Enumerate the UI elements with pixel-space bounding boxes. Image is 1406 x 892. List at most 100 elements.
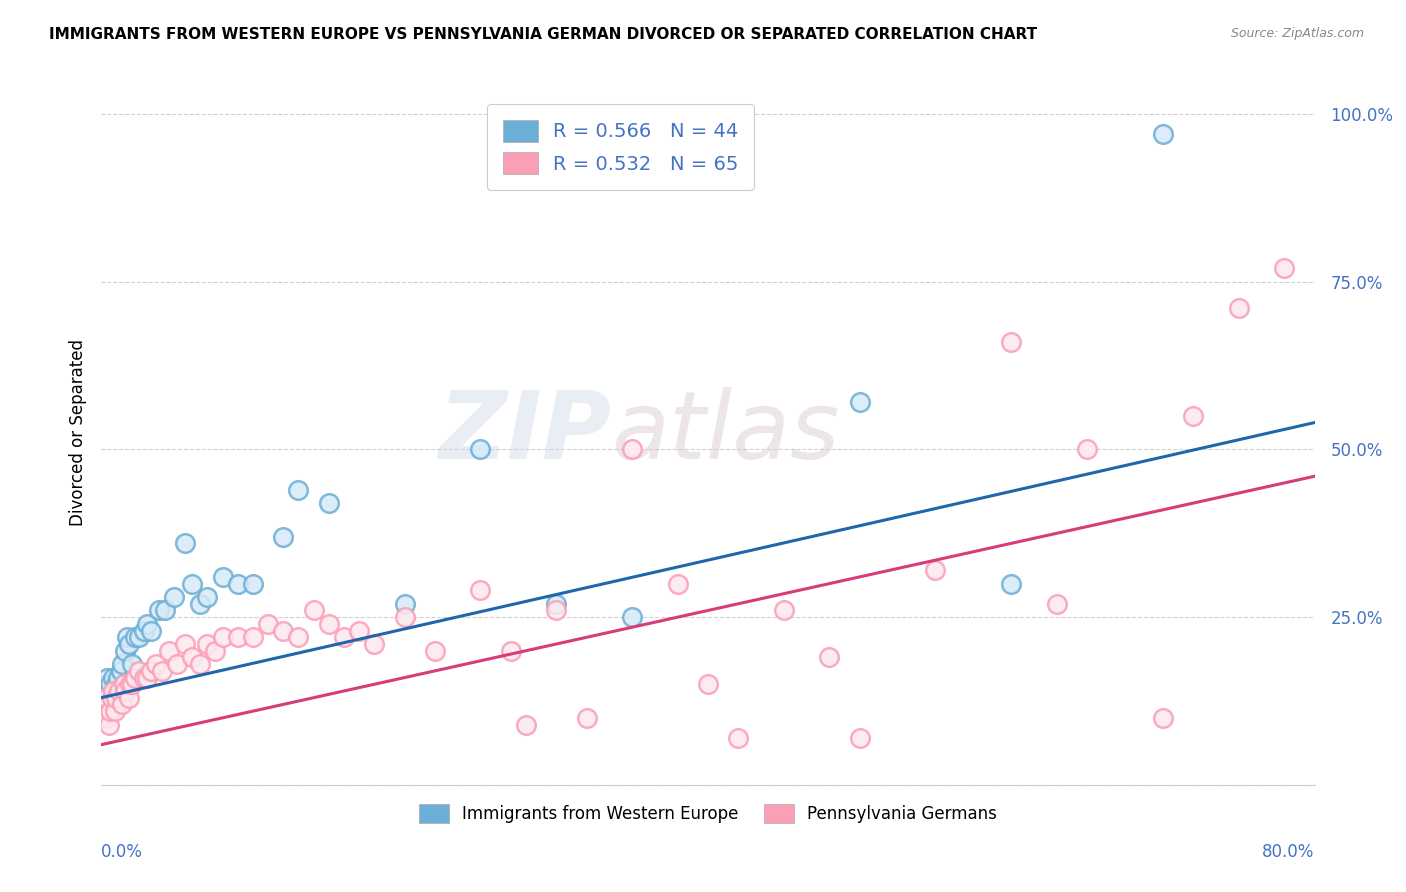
Point <box>93 704 115 718</box>
Point <box>727 731 749 745</box>
Point <box>135 616 157 631</box>
Point <box>226 576 249 591</box>
Point <box>197 590 219 604</box>
Point <box>110 664 132 678</box>
Text: 0.0%: 0.0% <box>101 843 143 861</box>
Point <box>1076 442 1098 457</box>
Point <box>105 677 128 691</box>
Point <box>666 576 689 591</box>
Point <box>150 664 173 678</box>
Point <box>204 644 226 658</box>
Point <box>242 630 264 644</box>
Point <box>101 690 124 705</box>
Point <box>90 711 112 725</box>
Point <box>333 630 356 644</box>
Point <box>98 677 121 691</box>
Legend: Immigrants from Western Europe, Pennsylvania Germans: Immigrants from Western Europe, Pennsylv… <box>412 797 1004 830</box>
Point <box>271 530 294 544</box>
Point <box>132 624 155 638</box>
Point <box>121 657 143 672</box>
Point <box>242 576 264 591</box>
Point <box>515 717 537 731</box>
Point <box>257 616 280 631</box>
Point <box>470 583 492 598</box>
Point <box>924 563 946 577</box>
Point <box>1152 711 1174 725</box>
Point <box>423 644 446 658</box>
Point <box>104 698 127 712</box>
Point <box>141 664 163 678</box>
Point <box>848 395 870 409</box>
Point <box>128 630 150 644</box>
Point <box>181 576 204 591</box>
Point <box>271 624 294 638</box>
Point <box>302 603 325 617</box>
Point <box>153 603 176 617</box>
Point <box>173 536 195 550</box>
Point <box>103 684 125 698</box>
Point <box>347 624 370 638</box>
Point <box>211 570 233 584</box>
Point <box>166 657 188 672</box>
Point <box>114 644 136 658</box>
Point <box>128 664 150 678</box>
Point <box>148 603 170 617</box>
Point <box>287 483 309 497</box>
Point <box>94 677 117 691</box>
Point <box>104 704 127 718</box>
Point <box>181 650 204 665</box>
Point <box>121 677 143 691</box>
Point <box>135 671 157 685</box>
Point <box>108 684 131 698</box>
Point <box>90 684 112 698</box>
Point <box>97 684 120 698</box>
Point <box>96 711 118 725</box>
Point <box>499 644 522 658</box>
Point <box>163 590 186 604</box>
Point <box>112 677 135 691</box>
Point <box>211 630 233 644</box>
Point <box>848 731 870 745</box>
Point <box>117 637 139 651</box>
Point <box>91 698 114 712</box>
Point <box>1046 597 1069 611</box>
Point <box>546 597 568 611</box>
Point <box>111 657 134 672</box>
Point <box>124 630 146 644</box>
Point <box>1000 576 1022 591</box>
Point <box>226 630 249 644</box>
Point <box>470 442 492 457</box>
Point <box>621 610 644 624</box>
Point <box>575 711 598 725</box>
Point <box>107 671 129 685</box>
Point <box>363 637 385 651</box>
Point <box>111 698 134 712</box>
Point <box>97 717 120 731</box>
Point <box>173 637 195 651</box>
Text: atlas: atlas <box>610 387 839 478</box>
Point <box>159 644 181 658</box>
Text: Source: ZipAtlas.com: Source: ZipAtlas.com <box>1230 27 1364 40</box>
Point <box>108 684 131 698</box>
Text: IMMIGRANTS FROM WESTERN EUROPE VS PENNSYLVANIA GERMAN DIVORCED OR SEPARATED CORR: IMMIGRANTS FROM WESTERN EUROPE VS PENNSY… <box>49 27 1038 42</box>
Point <box>117 690 139 705</box>
Point <box>145 657 167 672</box>
Point <box>105 690 128 705</box>
Point <box>818 650 841 665</box>
Point <box>112 677 135 691</box>
Point <box>394 610 416 624</box>
Point <box>114 684 136 698</box>
Text: ZIP: ZIP <box>439 386 610 479</box>
Point <box>103 671 125 685</box>
Point <box>546 603 568 617</box>
Y-axis label: Divorced or Separated: Divorced or Separated <box>69 339 87 526</box>
Point <box>188 657 211 672</box>
Point <box>124 671 146 685</box>
Text: 80.0%: 80.0% <box>1263 843 1315 861</box>
Point <box>96 671 118 685</box>
Point <box>394 597 416 611</box>
Point <box>188 597 211 611</box>
Point <box>1182 409 1205 423</box>
Point <box>132 671 155 685</box>
Point <box>697 677 720 691</box>
